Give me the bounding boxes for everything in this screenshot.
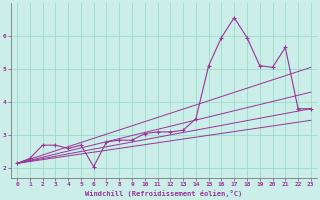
X-axis label: Windchill (Refroidissement éolien,°C): Windchill (Refroidissement éolien,°C) (85, 190, 243, 197)
